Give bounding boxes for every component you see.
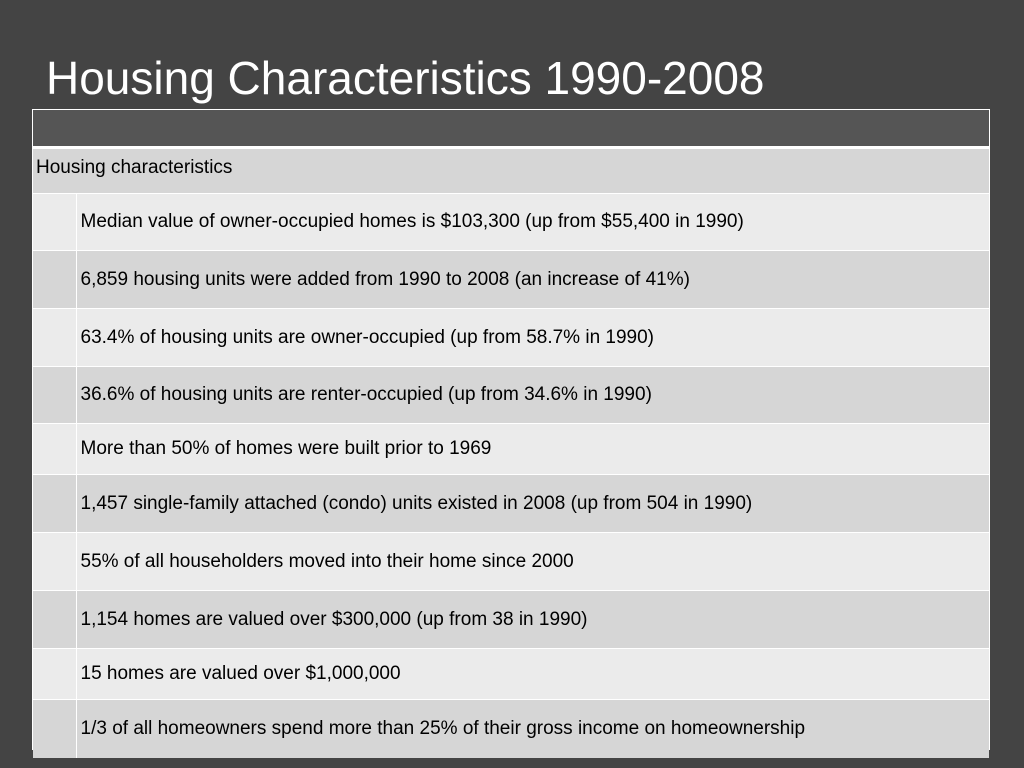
table-row: 1,154 homes are valued over $300,000 (up…: [33, 590, 989, 649]
table-header-band: [33, 110, 989, 149]
row-text: 1,154 homes are valued over $300,000 (up…: [76, 590, 989, 649]
row-indent-cell: [33, 193, 77, 251]
section-label: Housing characteristics: [33, 147, 989, 194]
row-text: 6,859 housing units were added from 1990…: [76, 250, 989, 309]
row-indent-cell: [33, 423, 77, 475]
row-indent-cell: [33, 474, 77, 533]
table-row: 6,859 housing units were added from 1990…: [33, 250, 989, 309]
row-text: 36.6% of housing units are renter-occupi…: [76, 366, 989, 424]
section-row: Housing characteristics: [33, 147, 989, 194]
row-text: 1,457 single-family attached (condo) uni…: [76, 474, 989, 533]
row-text: More than 50% of homes were built prior …: [76, 423, 989, 475]
row-text: 1/3 of all homeowners spend more than 25…: [76, 699, 989, 758]
row-indent-cell: [33, 699, 77, 758]
table-header-cell: [33, 110, 989, 149]
housing-table: Housing characteristics Median value of …: [32, 109, 990, 758]
row-text: Median value of owner-occupied homes is …: [76, 193, 989, 251]
table-row: 36.6% of housing units are renter-occupi…: [33, 366, 989, 424]
row-text: 63.4% of housing units are owner-occupie…: [76, 308, 989, 367]
housing-table-grid: Housing characteristics Median value of …: [33, 110, 989, 758]
row-text: 15 homes are valued over $1,000,000: [76, 648, 989, 700]
row-indent-cell: [33, 366, 77, 424]
row-indent-cell: [33, 590, 77, 649]
table-row: 63.4% of housing units are owner-occupie…: [33, 308, 989, 367]
table-row: More than 50% of homes were built prior …: [33, 423, 989, 475]
table-row: 55% of all householders moved into their…: [33, 532, 989, 591]
table-row: 1/3 of all homeowners spend more than 25…: [33, 699, 989, 758]
table-row: Median value of owner-occupied homes is …: [33, 193, 989, 251]
row-text: 55% of all householders moved into their…: [76, 532, 989, 591]
slide-title: Housing Characteristics 1990-2008: [46, 52, 765, 104]
row-indent-cell: [33, 648, 77, 700]
row-indent-cell: [33, 308, 77, 367]
row-indent-cell: [33, 250, 77, 309]
table-row: 1,457 single-family attached (condo) uni…: [33, 474, 989, 533]
table-row: 15 homes are valued over $1,000,000: [33, 648, 989, 700]
row-indent-cell: [33, 532, 77, 591]
